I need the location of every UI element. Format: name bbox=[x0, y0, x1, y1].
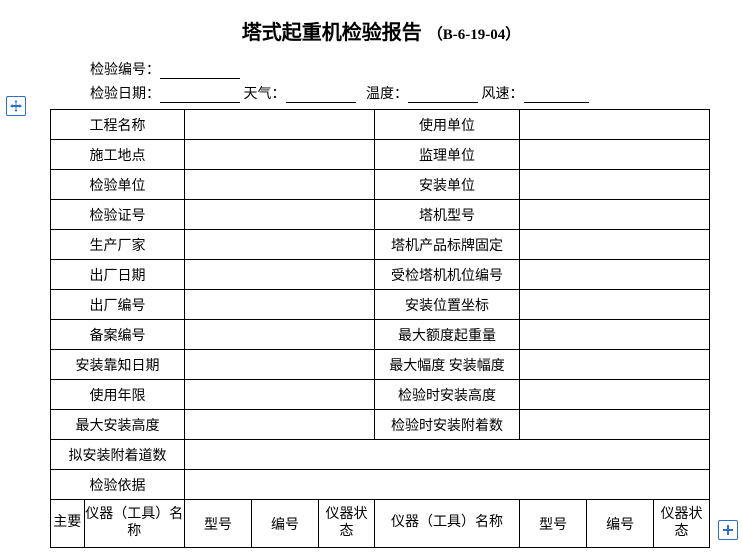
meta-line-1: 检验编号： bbox=[90, 59, 712, 79]
cell-label: 检验时安装附着数 bbox=[374, 410, 519, 440]
cell-value[interactable] bbox=[520, 380, 710, 410]
cell-value[interactable] bbox=[185, 350, 375, 380]
wind-label: 风速： bbox=[482, 83, 524, 103]
cell-value[interactable] bbox=[185, 410, 375, 440]
cell-label: 监理单位 bbox=[374, 140, 519, 170]
table-row: 拟安装附着道数 bbox=[51, 440, 710, 470]
cell-value[interactable] bbox=[185, 440, 710, 470]
cell-label: 施工地点 bbox=[51, 140, 185, 170]
cell-label: 出厂日期 bbox=[51, 260, 185, 290]
move-handle-icon[interactable] bbox=[6, 96, 26, 116]
instrument-col-name: 仪器（工具）名称 bbox=[84, 500, 185, 548]
cell-value[interactable] bbox=[185, 470, 710, 500]
instrument-side-label: 主要 bbox=[51, 500, 85, 548]
cell-label: 出厂编号 bbox=[51, 290, 185, 320]
cell-label: 最大安装高度 bbox=[51, 410, 185, 440]
cell-label: 最大幅度 安装幅度 bbox=[374, 350, 519, 380]
cell-label: 拟安装附着道数 bbox=[51, 440, 185, 470]
cell-value[interactable] bbox=[185, 200, 375, 230]
instrument-col-status: 仪器状态 bbox=[319, 500, 375, 548]
cell-label: 备案编号 bbox=[51, 320, 185, 350]
instrument-col-serial: 编号 bbox=[252, 500, 319, 548]
inspection-no-field[interactable] bbox=[160, 63, 240, 79]
table-row: 最大安装高度 检验时安装附着数 bbox=[51, 410, 710, 440]
cell-label: 安装靠知日期 bbox=[51, 350, 185, 380]
cell-value[interactable] bbox=[520, 350, 710, 380]
table-row: 检验依据 bbox=[51, 470, 710, 500]
table-row: 使用年限 检验时安装高度 bbox=[51, 380, 710, 410]
cell-value[interactable] bbox=[520, 230, 710, 260]
cell-value[interactable] bbox=[185, 290, 375, 320]
cell-label: 生产厂家 bbox=[51, 230, 185, 260]
instrument-col-model: 型号 bbox=[520, 500, 587, 548]
cell-label: 使用年限 bbox=[51, 380, 185, 410]
cell-value[interactable] bbox=[185, 110, 375, 140]
inspection-table: 工程名称 使用单位 施工地点 监理单位 检验单位 安装单位 检验证号 塔机型号 … bbox=[50, 109, 710, 548]
instrument-header-row: 主要 仪器（工具）名称 型号 编号 仪器状态 仪器（工具）名称 型号 编号 仪器… bbox=[51, 500, 710, 548]
cell-value[interactable] bbox=[185, 230, 375, 260]
add-handle-icon[interactable] bbox=[718, 520, 738, 540]
meta-line-2: 检验日期： 天气： 温度： 风速： bbox=[90, 83, 712, 103]
table-row: 安装靠知日期 最大幅度 安装幅度 bbox=[51, 350, 710, 380]
inspection-no-label: 检验编号： bbox=[90, 59, 160, 79]
cell-label: 安装单位 bbox=[374, 170, 519, 200]
cell-value[interactable] bbox=[185, 170, 375, 200]
table-row: 出厂日期 受检塔机机位编号 bbox=[51, 260, 710, 290]
cell-label: 检验单位 bbox=[51, 170, 185, 200]
cell-value[interactable] bbox=[520, 320, 710, 350]
cell-label: 最大额度起重量 bbox=[374, 320, 519, 350]
cell-label: 受检塔机机位编号 bbox=[374, 260, 519, 290]
title-code: （B-6-19-04） bbox=[428, 27, 521, 43]
cell-label: 检验证号 bbox=[51, 200, 185, 230]
cell-value[interactable] bbox=[520, 260, 710, 290]
cell-label: 工程名称 bbox=[51, 110, 185, 140]
title-main: 塔式起重机检验报告 bbox=[242, 22, 422, 44]
instrument-col-serial: 编号 bbox=[587, 500, 654, 548]
cell-value[interactable] bbox=[520, 110, 710, 140]
cell-value[interactable] bbox=[520, 290, 710, 320]
cell-label: 检验时安装高度 bbox=[374, 380, 519, 410]
cell-value[interactable] bbox=[520, 140, 710, 170]
cell-label: 塔机型号 bbox=[374, 200, 519, 230]
cell-value[interactable] bbox=[185, 320, 375, 350]
cell-value[interactable] bbox=[185, 140, 375, 170]
table-row: 备案编号 最大额度起重量 bbox=[51, 320, 710, 350]
instrument-col-name: 仪器（工具）名称 bbox=[374, 500, 519, 548]
cell-value[interactable] bbox=[185, 380, 375, 410]
page-title: 塔式起重机检验报告 （B-6-19-04） bbox=[50, 16, 712, 45]
table-row: 施工地点 监理单位 bbox=[51, 140, 710, 170]
wind-field[interactable] bbox=[524, 87, 589, 103]
cell-value[interactable] bbox=[520, 170, 710, 200]
cell-label: 使用单位 bbox=[374, 110, 519, 140]
inspection-date-field[interactable] bbox=[160, 87, 240, 103]
table-row: 检验单位 安装单位 bbox=[51, 170, 710, 200]
table-row: 检验证号 塔机型号 bbox=[51, 200, 710, 230]
inspection-date-label: 检验日期： bbox=[90, 83, 160, 103]
table-row: 工程名称 使用单位 bbox=[51, 110, 710, 140]
cell-value[interactable] bbox=[520, 410, 710, 440]
cell-label: 安装位置坐标 bbox=[374, 290, 519, 320]
weather-field[interactable] bbox=[286, 87, 356, 103]
temperature-label: 温度： bbox=[366, 83, 408, 103]
cell-label: 检验依据 bbox=[51, 470, 185, 500]
cell-label: 塔机产品标牌固定 bbox=[374, 230, 519, 260]
table-row: 生产厂家 塔机产品标牌固定 bbox=[51, 230, 710, 260]
instrument-col-model: 型号 bbox=[185, 500, 252, 548]
weather-label: 天气： bbox=[244, 83, 286, 103]
temperature-field[interactable] bbox=[408, 87, 478, 103]
cell-value[interactable] bbox=[185, 260, 375, 290]
table-row: 出厂编号 安装位置坐标 bbox=[51, 290, 710, 320]
instrument-col-status: 仪器状态 bbox=[654, 500, 710, 548]
cell-value[interactable] bbox=[520, 200, 710, 230]
